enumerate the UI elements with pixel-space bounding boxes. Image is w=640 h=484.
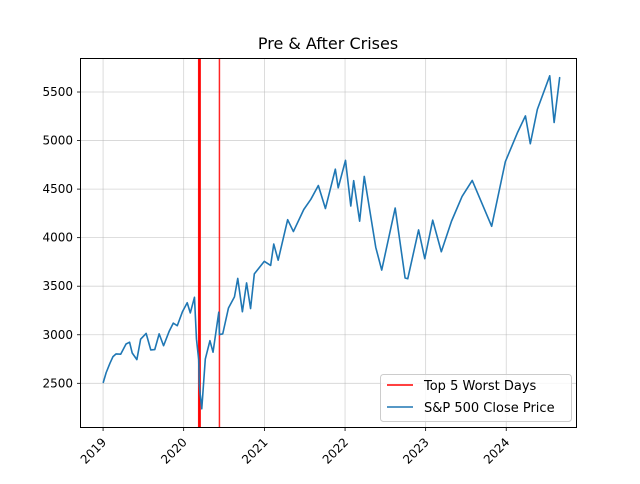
series-layer bbox=[102, 75, 561, 410]
y-tick-label: 3500 bbox=[42, 279, 73, 293]
y-tick-label: 4500 bbox=[42, 182, 73, 196]
y-tick-label: 5500 bbox=[42, 85, 73, 99]
y-tick-label: 4000 bbox=[42, 231, 73, 245]
y-tick-label: 5000 bbox=[42, 134, 73, 148]
y-axis: 2500 3000 3500 4000 4500 5000 5500 bbox=[42, 85, 81, 390]
legend-label-close-price: S&P 500 Close Price bbox=[424, 401, 555, 416]
grid bbox=[81, 59, 576, 427]
plot-frame bbox=[80, 58, 577, 428]
legend-label-worst-days: Top 5 Worst Days bbox=[423, 379, 537, 394]
series-line-close-price bbox=[102, 75, 561, 410]
y-tick-label: 3000 bbox=[42, 328, 73, 342]
legend-box bbox=[380, 374, 572, 422]
legend: Top 5 Worst Days S&P 500 Close Price bbox=[380, 374, 572, 422]
y-tick-label: 2500 bbox=[42, 376, 73, 390]
chart-title: Pre & After Crises bbox=[258, 34, 398, 53]
